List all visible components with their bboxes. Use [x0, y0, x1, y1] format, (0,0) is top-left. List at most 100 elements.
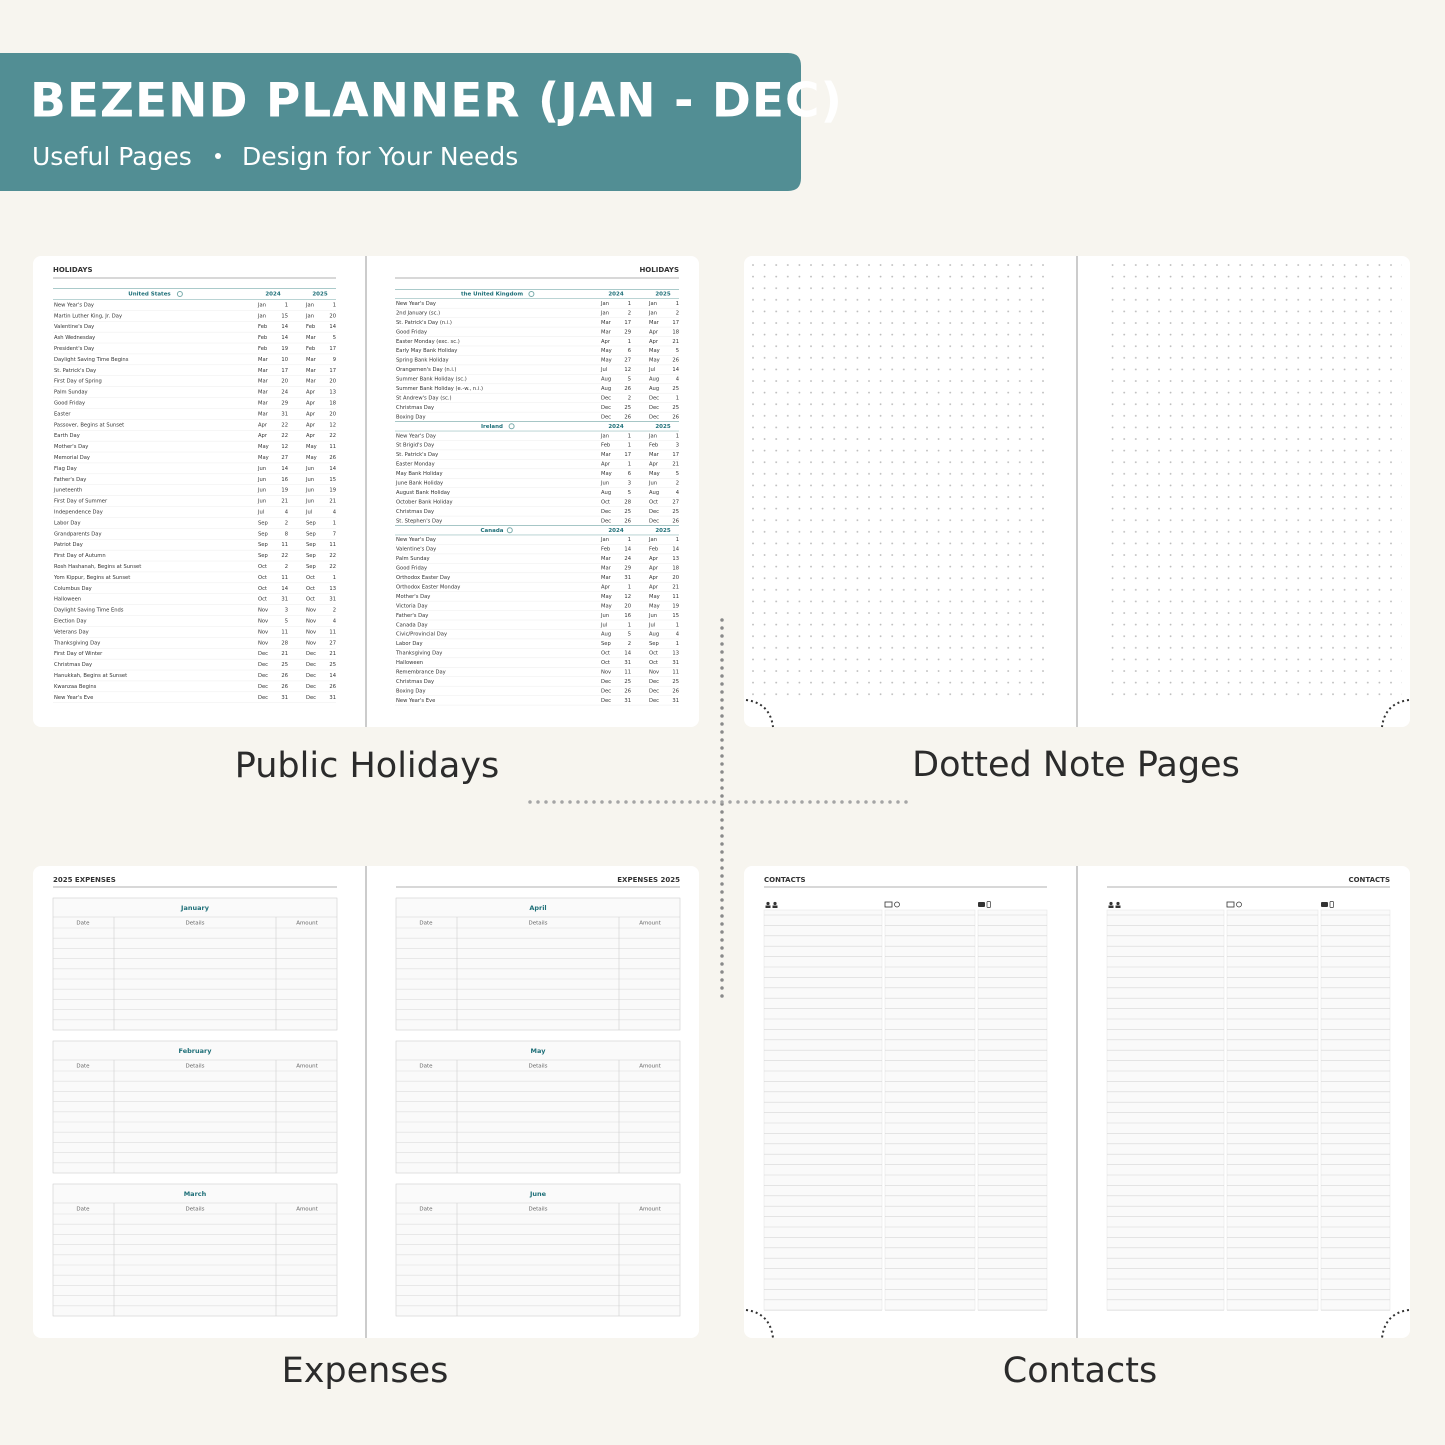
day: 2 — [628, 395, 631, 401]
day: 1 — [628, 433, 631, 439]
day: 14 — [672, 547, 679, 553]
month: Jan — [648, 537, 657, 543]
month-title: January — [180, 904, 210, 912]
day: 11 — [281, 542, 288, 548]
day: 6 — [628, 471, 631, 477]
month: Mar — [601, 556, 612, 562]
day: 14 — [281, 324, 288, 330]
day: 2 — [628, 641, 631, 647]
day: 31 — [329, 597, 336, 603]
month: Sep — [306, 520, 316, 526]
day: 22 — [329, 553, 336, 559]
day: 22 — [329, 433, 336, 439]
holiday-name: Early May Bank Holiday — [396, 348, 457, 354]
month: Feb — [258, 346, 268, 352]
day: 13 — [672, 651, 679, 657]
month: Jul — [648, 622, 655, 628]
icon — [766, 901, 770, 906]
column-header: Amount — [296, 921, 318, 927]
day: 11 — [329, 444, 336, 450]
day: 26 — [329, 455, 336, 461]
month: Oct — [601, 651, 610, 657]
expense-box — [395, 897, 681, 1031]
day: 13 — [672, 556, 679, 562]
day: 1 — [676, 395, 679, 401]
month: Oct — [306, 575, 315, 581]
day: 17 — [624, 320, 631, 326]
day: 27 — [329, 640, 336, 646]
month: Apr — [649, 339, 659, 345]
holiday-name: Kwanzaa Begins — [54, 684, 97, 690]
month: Nov — [306, 629, 316, 635]
holiday-name: Independence Day — [54, 510, 103, 516]
holiday-name: Earth Day — [54, 433, 80, 439]
month: Mar — [258, 401, 269, 407]
month: Dec — [306, 662, 316, 668]
day: 18 — [672, 566, 679, 572]
icon — [978, 902, 985, 907]
month: Apr — [258, 433, 268, 439]
day: 14 — [329, 466, 336, 472]
month: Apr — [306, 390, 316, 396]
year: 2024 — [608, 528, 623, 534]
month: Jan — [600, 310, 609, 316]
month-title: May — [531, 1047, 547, 1055]
holiday-name: Ash Wednesday — [54, 335, 95, 341]
holiday-name: Remembrance Day — [396, 670, 446, 676]
day: 11 — [329, 542, 336, 548]
day: 26 — [624, 386, 631, 392]
holiday-name: Good Friday — [396, 566, 427, 572]
day: 26 — [672, 358, 679, 364]
page-title: CONTACTS — [764, 876, 806, 884]
day: 4 — [333, 619, 337, 625]
holiday-name: Veterans Day — [54, 629, 89, 635]
icon — [1226, 901, 1235, 908]
day: 4 — [676, 490, 680, 496]
day: 31 — [672, 660, 679, 666]
month: Apr — [601, 339, 611, 345]
holiday-name: Martin Luther King, Jr. Day — [54, 313, 122, 319]
month: May — [258, 455, 269, 461]
month: Apr — [601, 462, 611, 468]
holiday-name: Juneteenth — [53, 488, 82, 494]
day: 15 — [281, 313, 288, 319]
day: 25 — [672, 386, 679, 392]
day: 1 — [628, 339, 631, 345]
page-title: 2025 EXPENSES — [53, 876, 116, 884]
month: Oct — [258, 564, 267, 570]
month: Mar — [258, 411, 269, 417]
holiday-name: Summer Bank Holiday (e.-w., n.i.) — [396, 386, 483, 392]
month: Jun — [257, 488, 266, 494]
day: 31 — [281, 411, 288, 417]
day: 11 — [672, 594, 679, 600]
day: 31 — [281, 597, 288, 603]
day: 27 — [624, 358, 631, 364]
day: 20 — [281, 379, 288, 385]
month: Dec — [649, 509, 659, 515]
section-name: the United Kingdom — [461, 292, 523, 298]
month: Jan — [305, 302, 314, 308]
day: 1 — [628, 622, 631, 628]
month: Dec — [601, 414, 611, 420]
section-name: United States — [128, 292, 171, 298]
month: Dec — [601, 509, 611, 515]
holiday-name: St. Patrick's Day — [396, 452, 438, 458]
corner-curl — [745, 699, 774, 728]
month: Jul — [257, 510, 264, 516]
day: 12 — [624, 367, 631, 373]
holiday-name: St. Stephen's Day — [396, 518, 442, 524]
holiday-name: Election Day — [54, 619, 87, 625]
month: Nov — [306, 619, 316, 625]
month: Feb — [306, 346, 316, 352]
icon — [1236, 901, 1242, 908]
day: 20 — [329, 411, 336, 417]
month: Feb — [649, 547, 659, 553]
day: 22 — [281, 553, 288, 559]
column-header: Details — [528, 921, 547, 927]
month: Sep — [258, 553, 268, 559]
month: Jun — [600, 481, 609, 487]
holiday-name: Spring Bank Holiday — [396, 358, 449, 364]
column-header: Amount — [296, 1207, 318, 1213]
day: 25 — [624, 509, 631, 515]
